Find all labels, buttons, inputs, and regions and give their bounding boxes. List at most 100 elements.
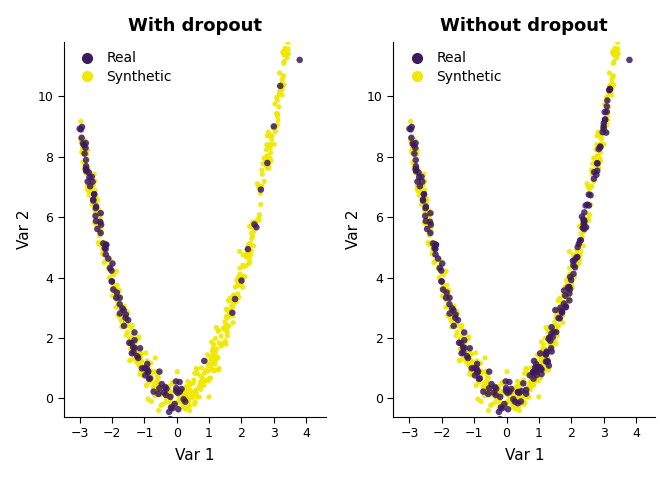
Point [222,307,233,314]
Point [422,206,433,214]
Point [261,141,272,149]
Point [461,351,472,359]
Point [91,195,102,203]
Point [170,387,181,395]
Point [92,218,103,226]
Point [552,323,563,331]
Point [228,291,239,299]
Point [554,306,564,314]
Point [146,397,157,405]
Point [415,182,425,190]
Point [564,286,575,293]
Point [270,128,281,135]
Point [530,364,540,372]
Point [603,91,614,98]
Point [479,379,490,387]
Point [528,378,539,385]
Point [87,198,98,206]
Point [521,390,532,397]
Point [558,319,569,326]
Point [171,384,181,392]
Point [507,400,517,408]
Point [169,400,179,408]
Point [429,239,440,247]
Point [591,132,602,140]
Point [108,281,119,289]
Point [84,188,95,196]
Point [155,386,166,394]
Point [451,319,462,326]
Point [274,89,285,96]
Point [466,358,476,366]
Point [576,229,587,237]
Point [134,361,144,369]
Point [274,69,285,77]
Point [518,380,529,387]
Point [604,90,615,97]
Point [577,233,587,240]
Point [413,177,424,185]
Point [470,382,481,389]
Point [527,381,538,388]
Point [230,298,241,306]
Point [257,170,267,178]
Point [274,83,285,90]
Point [608,72,619,80]
Point [433,265,444,273]
Point [180,398,191,406]
Point [463,333,474,341]
Point [136,358,146,366]
Legend: Real, Synthetic: Real, Synthetic [71,49,175,86]
Point [161,391,171,399]
Point [97,246,108,253]
Point [283,50,294,58]
Point [548,324,558,332]
Point [109,270,120,278]
Point [246,229,257,237]
Point [527,377,538,385]
Point [231,298,242,306]
Point [157,380,167,388]
Point [129,355,140,362]
Point [239,263,249,270]
Point [81,139,91,147]
Point [407,143,418,151]
Point [228,303,239,311]
Point [425,218,435,226]
Point [233,282,243,289]
Point [88,181,99,189]
Point [93,218,104,226]
Point [183,402,194,410]
Point [151,390,161,398]
Point [514,402,525,409]
Point [149,385,159,393]
Point [599,124,610,132]
Point [416,201,427,208]
Point [604,83,615,90]
Point [612,50,622,58]
Point [524,372,535,379]
Point [282,35,292,43]
Point [524,382,535,390]
Point [593,163,603,170]
Point [537,348,548,355]
Point [404,125,415,132]
Point [606,86,617,94]
Point [107,270,118,278]
Point [84,182,95,190]
Point [142,357,153,365]
Point [177,393,188,401]
Point [106,267,117,275]
Point [455,345,466,353]
Point [500,387,511,395]
Point [470,372,480,379]
Point [542,358,553,366]
Point [221,326,232,334]
Point [485,402,496,409]
Point [438,271,449,278]
Point [153,390,164,398]
Point [264,156,275,164]
Point [81,162,91,170]
Point [444,295,454,303]
Point [263,164,274,172]
